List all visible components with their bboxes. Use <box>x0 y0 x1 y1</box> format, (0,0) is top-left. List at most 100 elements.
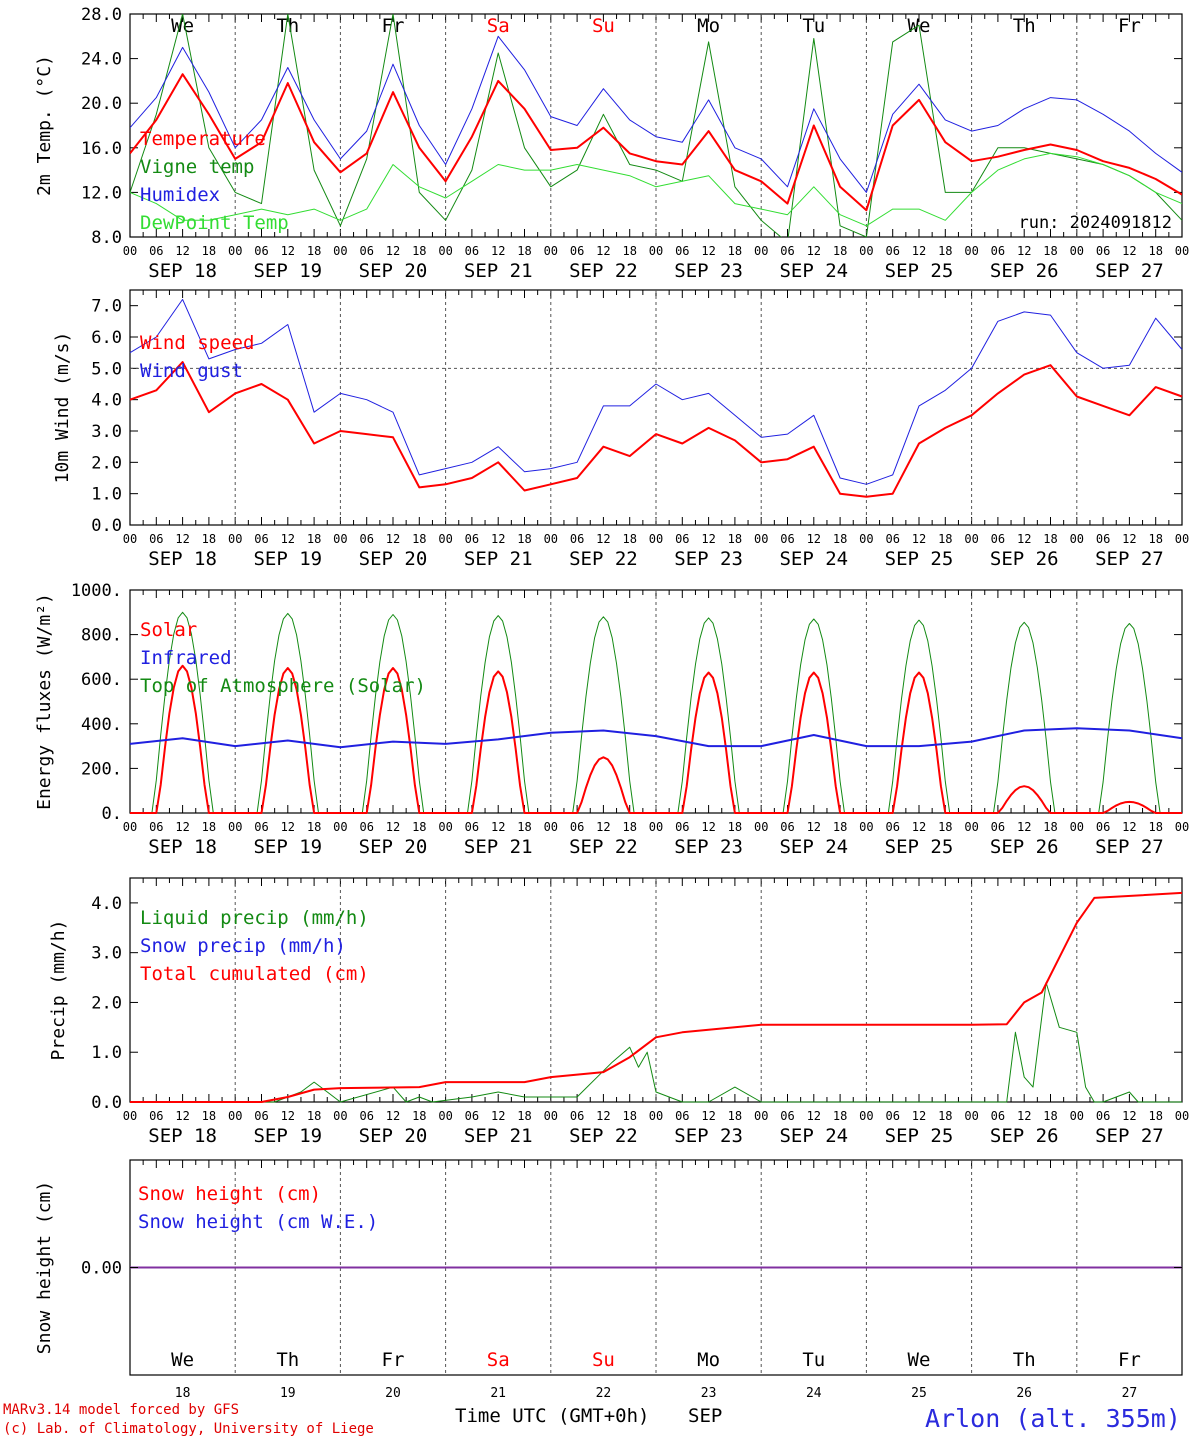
hour-tick-label: 00 <box>754 1109 768 1123</box>
y-tick-label: 4.0 <box>91 894 122 914</box>
legend-entry: Solar <box>140 619 197 641</box>
y-tick-label: 28.0 <box>81 5 122 25</box>
hour-tick-label: 12 <box>596 244 610 258</box>
y-tick-label: 2.0 <box>91 453 122 473</box>
hour-tick-label: 18 <box>1148 244 1162 258</box>
hour-tick-label: 06 <box>885 820 899 834</box>
hour-tick-label: 12 <box>386 820 400 834</box>
hour-tick-label: 12 <box>386 244 400 258</box>
hour-tick-label: 12 <box>1017 532 1031 546</box>
day-number-label: 25 <box>911 1386 927 1401</box>
hour-tick-label: 18 <box>517 244 531 258</box>
hour-tick-label: 00 <box>333 1109 347 1123</box>
hour-tick-label: 06 <box>465 244 479 258</box>
credit-line-1: MARv3.14 model forced by GFS <box>3 1402 240 1418</box>
hour-tick-label: 00 <box>228 820 242 834</box>
date-label: SEP 22 <box>569 836 638 858</box>
y-tick-label: 0. <box>102 804 122 824</box>
hour-tick-label: 12 <box>175 820 189 834</box>
hour-tick-label: 06 <box>675 1109 689 1123</box>
hour-tick-label: 12 <box>175 244 189 258</box>
series-line <box>130 152 1182 227</box>
weekday-label: Fr <box>1118 1349 1141 1371</box>
y-tick-label: 1.0 <box>91 1043 122 1063</box>
hour-tick-label: 12 <box>596 820 610 834</box>
hour-tick-label: 06 <box>359 820 373 834</box>
series-line <box>129 727 1183 749</box>
y-tick-label: 400. <box>81 715 122 735</box>
y-tick-label: 3.0 <box>91 422 122 442</box>
hour-tick-label: 12 <box>596 1109 610 1123</box>
date-label: SEP 18 <box>148 1125 217 1147</box>
weekday-label: Su <box>592 1349 615 1371</box>
date-label: SEP 23 <box>674 260 743 282</box>
hour-tick-label: 12 <box>175 532 189 546</box>
hour-tick-label: 18 <box>412 1109 426 1123</box>
hour-tick-label: 06 <box>570 1109 584 1123</box>
hour-tick-label: 18 <box>517 820 531 834</box>
y-axis-label: 2m Temp. (°C) <box>34 55 55 196</box>
hour-tick-label: 12 <box>281 244 295 258</box>
y-tick-label: 20.0 <box>81 94 122 114</box>
hour-tick-label: 12 <box>281 532 295 546</box>
hour-tick-label: 06 <box>465 1109 479 1123</box>
weekday-label: Sa <box>487 1349 510 1371</box>
hour-tick-label: 00 <box>1175 1109 1189 1123</box>
hour-tick-label: 06 <box>991 532 1005 546</box>
hour-tick-label: 00 <box>964 1109 978 1123</box>
hour-tick-label: 00 <box>123 532 137 546</box>
hour-tick-label: 12 <box>386 1109 400 1123</box>
hour-tick-label: 00 <box>649 820 663 834</box>
date-label: SEP 19 <box>253 548 322 570</box>
hour-tick-label: 00 <box>649 244 663 258</box>
date-label: SEP 24 <box>779 260 848 282</box>
legend-entry: Temperature <box>140 128 266 150</box>
hour-tick-label: 06 <box>570 532 584 546</box>
hour-tick-label: 18 <box>1043 1109 1057 1123</box>
legend-entry: Infrared <box>140 647 232 669</box>
y-axis-label: Energy fluxes (W/m²) <box>34 593 55 810</box>
hour-tick-label: 06 <box>1096 1109 1110 1123</box>
hour-tick-label: 06 <box>1096 820 1110 834</box>
y-tick-label: 200. <box>81 759 122 779</box>
hour-tick-label: 18 <box>833 532 847 546</box>
hour-tick-label: 00 <box>123 1109 137 1123</box>
hour-tick-label: 18 <box>307 1109 321 1123</box>
hour-tick-label: 18 <box>202 1109 216 1123</box>
hour-tick-label: 06 <box>780 532 794 546</box>
y-tick-label: 0.0 <box>91 1093 122 1113</box>
hour-tick-label: 12 <box>386 532 400 546</box>
hour-tick-label: 06 <box>991 1109 1005 1123</box>
hour-tick-label: 12 <box>807 532 821 546</box>
date-label: SEP 20 <box>359 548 428 570</box>
hour-tick-label: 00 <box>438 820 452 834</box>
series-line <box>130 982 1182 1103</box>
hour-tick-label: 18 <box>202 244 216 258</box>
y-tick-label: 800. <box>81 626 122 646</box>
date-label: SEP 26 <box>990 260 1059 282</box>
date-label: SEP 20 <box>359 260 428 282</box>
credit-line-2: (c) Lab. of Climatology, University of L… <box>3 1421 374 1437</box>
y-tick-label: 1000. <box>71 581 122 601</box>
y-tick-label: 4.0 <box>91 391 122 411</box>
hour-tick-label: 12 <box>807 244 821 258</box>
hour-tick-label: 00 <box>123 820 137 834</box>
y-tick-label: 6.0 <box>91 328 122 348</box>
hour-tick-label: 00 <box>754 820 768 834</box>
date-label: SEP 23 <box>674 836 743 858</box>
legend-entry: DewPoint Temp <box>140 212 289 234</box>
hour-tick-label: 06 <box>359 244 373 258</box>
date-label: SEP 24 <box>779 1125 848 1147</box>
weekday-label: Th <box>1013 1349 1036 1371</box>
hour-tick-label: 18 <box>728 1109 742 1123</box>
hour-tick-label: 12 <box>1122 1109 1136 1123</box>
hour-tick-label: 18 <box>412 820 426 834</box>
hour-tick-label: 18 <box>1148 532 1162 546</box>
hour-tick-label: 00 <box>1070 820 1084 834</box>
legend-entry: Snow height (cm) <box>138 1183 321 1205</box>
hour-tick-label: 00 <box>859 244 873 258</box>
hour-tick-label: 00 <box>333 532 347 546</box>
date-label: SEP 19 <box>253 260 322 282</box>
hour-tick-label: 18 <box>517 1109 531 1123</box>
hour-tick-label: 00 <box>544 532 558 546</box>
